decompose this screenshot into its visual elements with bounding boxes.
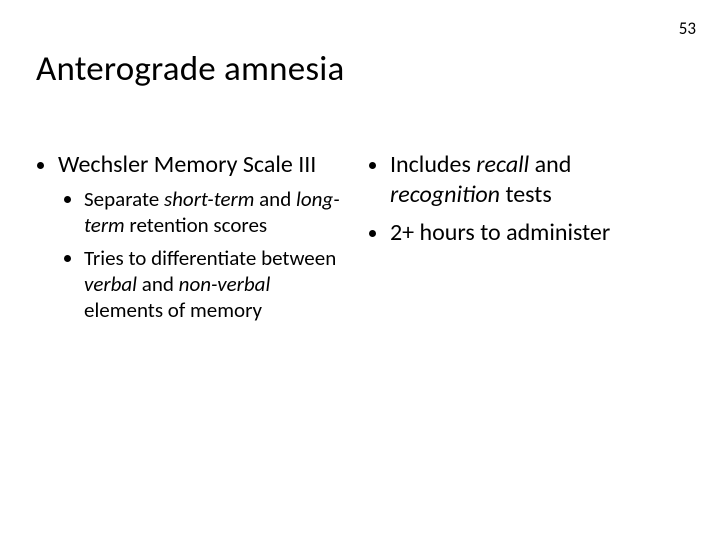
text: and [137, 271, 179, 297]
list-item: Tries to differentiate between verbal an… [84, 245, 352, 324]
right-top-list: Includes recall and recognition tests 2+… [368, 150, 684, 248]
italic-text: short-term [164, 186, 254, 212]
italic-text: non-verbal [179, 271, 271, 297]
left-top-list: Wechsler Memory Scale III Separate short… [36, 150, 352, 323]
page-number: 53 [679, 18, 696, 39]
list-item: Includes recall and recognition tests [390, 150, 684, 210]
list-item: Wechsler Memory Scale III Separate short… [58, 150, 352, 323]
text: elements of memory [84, 297, 262, 323]
italic-text: recognition [390, 180, 500, 209]
text: and [529, 150, 571, 179]
left-column: Wechsler Memory Scale III Separate short… [36, 150, 352, 331]
list-item: 2+ hours to administer [390, 218, 684, 248]
list-item: Separate short-term and long-term retent… [84, 186, 352, 239]
left-sub-list: Separate short-term and long-term retent… [58, 186, 352, 323]
italic-text: recall [476, 150, 529, 179]
text: and [254, 186, 296, 212]
text: retention scores [125, 212, 267, 238]
text: tests [500, 180, 552, 209]
slide-title: Anterograde amnesia [36, 48, 344, 90]
slide: 53 Anterograde amnesia Wechsler Memory S… [0, 0, 720, 540]
right-column: Includes recall and recognition tests 2+… [368, 150, 684, 331]
text: Tries to differentiate between [84, 245, 336, 271]
text: Wechsler Memory Scale III [58, 150, 316, 179]
italic-text: verbal [84, 271, 137, 297]
content-columns: Wechsler Memory Scale III Separate short… [36, 150, 684, 331]
text: 2+ hours to administer [390, 218, 610, 247]
text: Separate [84, 186, 164, 212]
text: Includes [390, 150, 476, 179]
